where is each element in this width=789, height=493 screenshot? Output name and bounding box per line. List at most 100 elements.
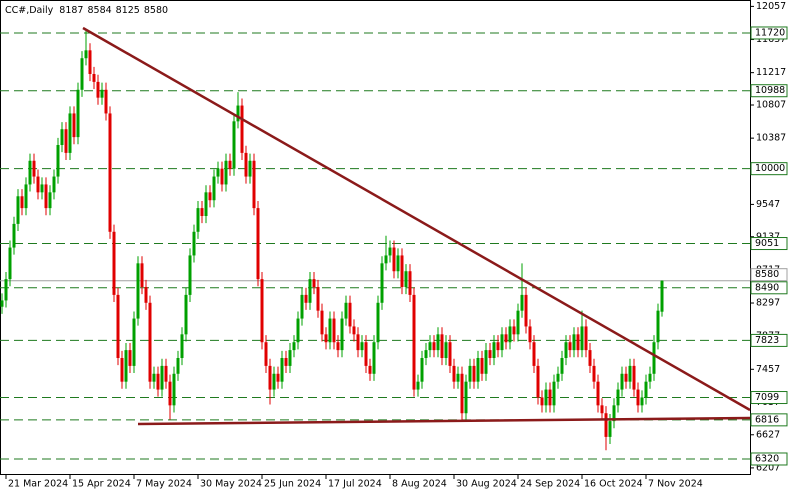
candle-body [32,160,36,177]
candle-body [120,358,124,382]
price-tag-box [750,413,788,427]
candle-body [636,389,640,406]
candle-body [296,318,300,343]
price-tag-box [750,237,788,251]
y-tick-label: 6207 [756,462,780,473]
candle-body [604,413,608,437]
candle-body [56,145,60,177]
y-tick-label: 10807 [756,100,786,111]
candle-body [520,294,524,311]
candles [0,29,664,451]
candle-body [140,263,144,288]
candle-body [48,192,52,209]
price-tag: 9051 [755,238,779,249]
candle-body [388,247,392,256]
candle-body [328,318,332,343]
candle-body [148,302,152,382]
candle-body [416,381,420,390]
candle-body [364,342,368,366]
price-tag-box [750,162,788,176]
candle-body [276,373,280,382]
candle-body [424,350,428,359]
candle-body [208,192,212,201]
candle-body [96,81,100,98]
title-ohlc: 8580 [144,5,168,16]
candle-body [248,160,252,177]
candle-body [80,58,84,90]
candle-body [324,334,328,343]
candle-body [620,373,624,390]
candle-body [68,113,72,153]
candle-body [384,255,388,264]
candle-body [116,294,120,359]
price-tag-box [750,452,788,466]
candle-body [444,342,448,359]
plot-frame [0,0,751,475]
candle-body [532,342,536,366]
candle-body [256,208,260,280]
candle-body [496,342,500,351]
support-trendline [137,416,751,426]
candle-body [40,184,44,193]
price-tag: 11720 [755,27,785,38]
candle-body [164,365,168,382]
candle-body [516,310,520,335]
candle-body [212,176,216,201]
x-tick-label: 17 Jul 2024 [328,479,382,490]
candle-body [412,294,416,390]
x-tick-label: 30 May 2024 [200,479,262,490]
price-tag-box [750,333,788,347]
candle-body [260,279,264,343]
candle-body [24,184,28,209]
candle-body [616,389,620,406]
candle-body [656,310,660,343]
candle-body [640,397,644,406]
candle-body [184,294,188,335]
candle-body [368,365,372,374]
candle-body [648,373,652,382]
candle-body [240,105,244,153]
candle-body [84,50,88,59]
candle-body [88,50,92,74]
candle-body [612,405,616,422]
candle-body [132,318,136,366]
price-tag: 7099 [755,392,779,403]
candle-body [588,350,592,366]
candle-body [64,129,68,153]
candle-body [404,271,408,288]
y-tick-label: 11637 [756,34,786,45]
candle-body [632,365,636,390]
candle-body [336,342,340,351]
candle-body [200,208,204,217]
price-tag: 7823 [755,335,779,346]
candle-body [92,73,96,82]
candle-body [528,326,532,343]
candle-body [20,196,24,209]
candle-body [196,208,200,232]
candle-body [160,365,164,390]
y-tick-label: 9547 [756,199,780,210]
candle-body [156,373,160,390]
candle-body [452,365,456,382]
axes: 1205711637112171080710387996795479137871… [5,1,788,490]
candle-body [460,373,464,414]
candle-body [408,271,412,295]
candle-body [144,287,148,303]
candle-body [628,365,632,382]
candle-body [76,89,80,138]
candle-body [448,342,452,366]
candle-body [232,121,236,169]
candle-body [584,326,588,351]
candle-body [216,168,220,177]
candle-body [400,255,404,288]
candle-body [576,334,580,351]
candle-body [124,350,128,382]
title-ohlc: 8187 [59,5,83,16]
candle-body [172,373,176,406]
candle-body [268,365,272,390]
candle-body [432,342,436,351]
candle-body [500,334,504,351]
candle-body [372,342,376,374]
